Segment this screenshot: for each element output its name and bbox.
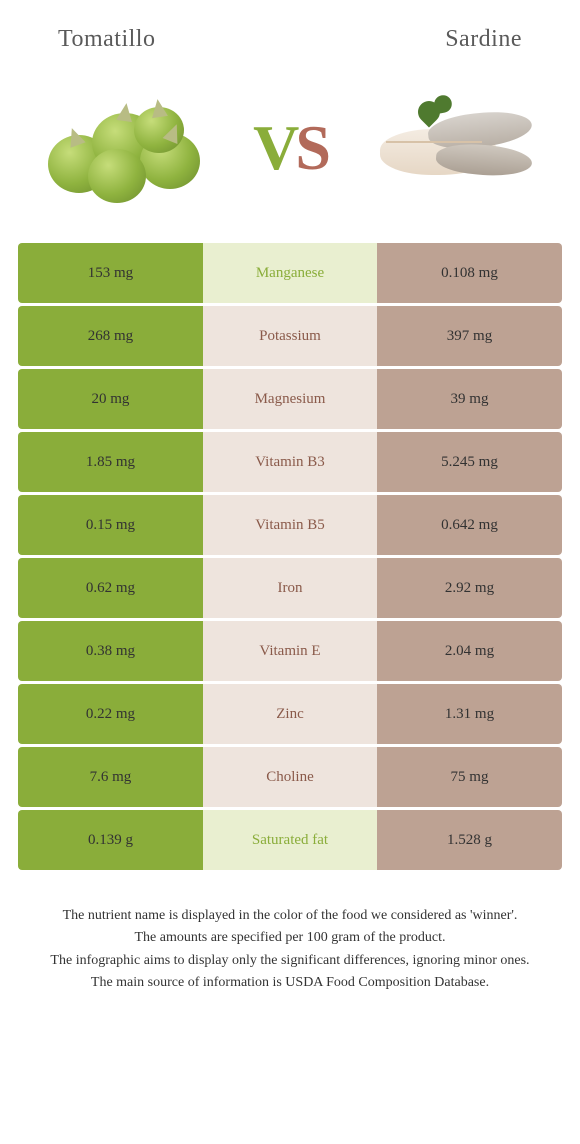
nutrient-label-cell: Manganese <box>203 243 377 303</box>
footer-note-line: The amounts are specified per 100 gram o… <box>28 928 552 948</box>
nutrient-row: 0.22 mgZinc1.31 mg <box>18 684 562 744</box>
nutrient-label-cell: Vitamin B5 <box>203 495 377 555</box>
nutrient-row: 0.62 mgIron2.92 mg <box>18 558 562 618</box>
left-value-cell: 0.62 mg <box>18 558 203 618</box>
sardine-icon <box>370 83 540 213</box>
vs-label: VS <box>253 111 327 185</box>
nutrient-label-cell: Vitamin E <box>203 621 377 681</box>
footer-note-line: The infographic aims to display only the… <box>28 951 552 971</box>
nutrient-row: 0.15 mgVitamin B50.642 mg <box>18 495 562 555</box>
nutrient-row: 0.38 mgVitamin E2.04 mg <box>18 621 562 681</box>
infographic-root: Tomatillo Sardine VS <box>0 0 580 993</box>
left-value-cell: 0.139 g <box>18 810 203 870</box>
nutrient-row: 20 mgMagnesium39 mg <box>18 369 562 429</box>
left-value-cell: 20 mg <box>18 369 203 429</box>
nutrient-table: 153 mgManganese0.108 mg268 mgPotassium39… <box>18 243 562 870</box>
nutrient-row: 1.85 mgVitamin B35.245 mg <box>18 432 562 492</box>
footer-note-line: The main source of information is USDA F… <box>28 973 552 993</box>
right-value-cell: 0.108 mg <box>377 243 562 303</box>
left-value-cell: 0.22 mg <box>18 684 203 744</box>
nutrient-label-cell: Saturated fat <box>203 810 377 870</box>
nutrient-label-cell: Zinc <box>203 684 377 744</box>
left-value-cell: 7.6 mg <box>18 747 203 807</box>
hero-row: VS <box>18 63 562 243</box>
nutrient-label-cell: Iron <box>203 558 377 618</box>
right-food-title: Sardine <box>445 26 522 53</box>
nutrient-row: 153 mgManganese0.108 mg <box>18 243 562 303</box>
nutrient-label-cell: Vitamin B3 <box>203 432 377 492</box>
vs-v: V <box>253 112 295 183</box>
tomatillo-icon <box>40 83 210 213</box>
right-value-cell: 39 mg <box>377 369 562 429</box>
right-food-image <box>370 83 540 213</box>
nutrient-label-cell: Magnesium <box>203 369 377 429</box>
left-value-cell: 0.38 mg <box>18 621 203 681</box>
nutrient-row: 268 mgPotassium397 mg <box>18 306 562 366</box>
left-value-cell: 268 mg <box>18 306 203 366</box>
right-value-cell: 0.642 mg <box>377 495 562 555</box>
title-row: Tomatillo Sardine <box>18 0 562 63</box>
nutrient-label-cell: Potassium <box>203 306 377 366</box>
nutrient-label-cell: Choline <box>203 747 377 807</box>
footer-notes: The nutrient name is displayed in the co… <box>18 906 562 993</box>
right-value-cell: 5.245 mg <box>377 432 562 492</box>
footer-note-line: The nutrient name is displayed in the co… <box>28 906 552 926</box>
left-food-image <box>40 83 210 213</box>
left-value-cell: 153 mg <box>18 243 203 303</box>
left-value-cell: 0.15 mg <box>18 495 203 555</box>
right-value-cell: 397 mg <box>377 306 562 366</box>
nutrient-row: 0.139 gSaturated fat1.528 g <box>18 810 562 870</box>
right-value-cell: 1.31 mg <box>377 684 562 744</box>
right-value-cell: 2.92 mg <box>377 558 562 618</box>
right-value-cell: 2.04 mg <box>377 621 562 681</box>
vs-s: S <box>295 112 327 183</box>
right-value-cell: 1.528 g <box>377 810 562 870</box>
left-value-cell: 1.85 mg <box>18 432 203 492</box>
right-value-cell: 75 mg <box>377 747 562 807</box>
left-food-title: Tomatillo <box>58 26 155 53</box>
nutrient-row: 7.6 mgCholine75 mg <box>18 747 562 807</box>
